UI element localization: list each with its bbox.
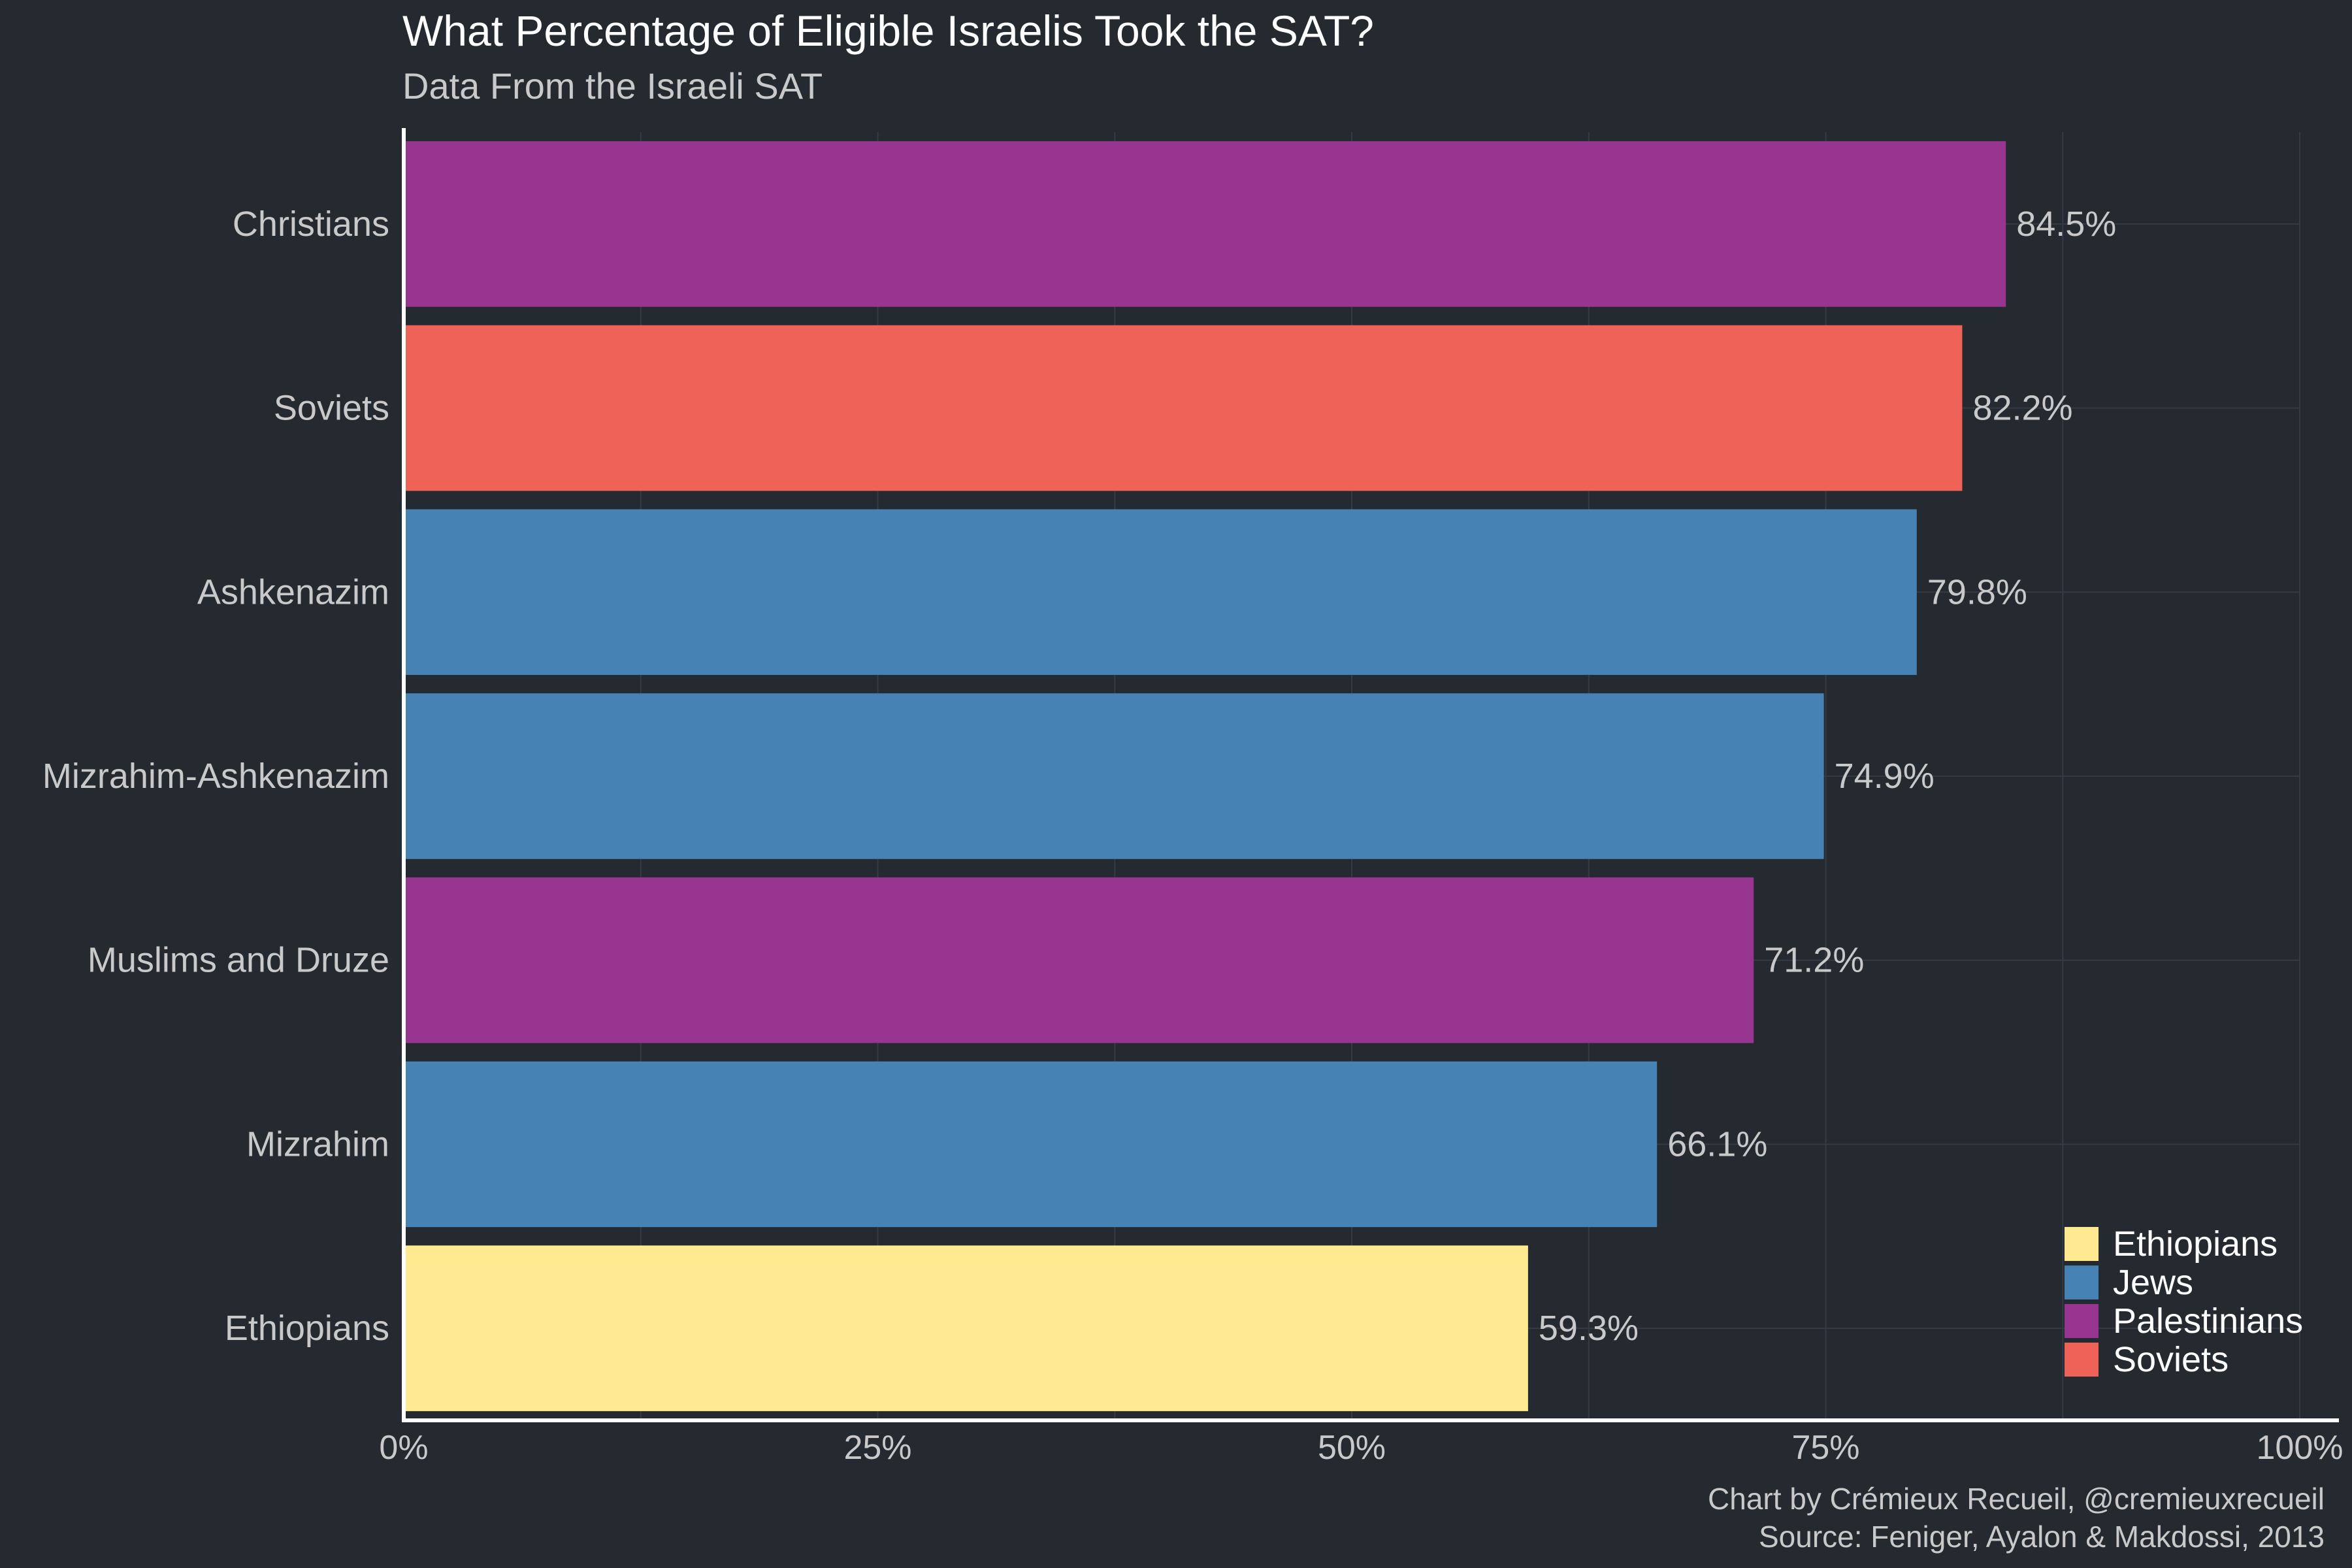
category-label: Muslims and Druze — [88, 941, 389, 980]
caption-credit: Chart by Crémieux Recueil, @cremieuxrecu… — [1707, 1482, 2325, 1516]
category-label: Mizrahim — [246, 1124, 389, 1164]
data-label: 66.1% — [1667, 1124, 1767, 1164]
legend-swatch — [2065, 1227, 2099, 1261]
category-label: Mizrahim-Ashkenazim — [42, 757, 389, 796]
legend-label: Palestinians — [2113, 1301, 2303, 1341]
caption-source: Source: Feniger, Ayalon & Makdossi, 2013 — [1758, 1520, 2325, 1554]
category-label: Ashkenazim — [197, 572, 389, 612]
x-tick-label: 100% — [2257, 1429, 2344, 1467]
chart-subtitle: Data From the Israeli SAT — [402, 65, 823, 106]
x-tick-label: 50% — [1318, 1429, 1386, 1467]
category-label: Ethiopians — [225, 1309, 389, 1348]
category-label: Christians — [233, 204, 389, 244]
bar-mizrahim — [404, 1061, 1658, 1228]
legend-swatch — [2065, 1343, 2099, 1377]
x-tick-label: 0% — [379, 1429, 428, 1467]
legend-label: Jews — [2113, 1263, 2193, 1302]
x-tick-label: 75% — [1791, 1429, 1859, 1467]
legend-label: Ethiopians — [2113, 1224, 2278, 1264]
category-label: Soviets — [274, 389, 389, 428]
legend-swatch — [2065, 1266, 2099, 1299]
bar-soviets — [404, 325, 1963, 491]
data-label: 74.9% — [1835, 757, 1935, 796]
bar-mizrahim-ashkenazim — [404, 693, 1824, 859]
data-label: 59.3% — [1539, 1309, 1639, 1348]
data-label: 79.8% — [1927, 572, 2027, 612]
bars — [404, 141, 2006, 1411]
bar-christians — [404, 141, 2006, 307]
data-label: 84.5% — [2016, 204, 2116, 244]
bar-ethiopians — [404, 1245, 1528, 1411]
legend-label: Soviets — [2113, 1340, 2229, 1379]
bar-muslims-and-druze — [404, 877, 1754, 1043]
bar-ashkenazim — [404, 509, 1917, 676]
chart-title: What Percentage of Eligible Israelis Too… — [402, 7, 1374, 55]
axes — [402, 128, 2339, 1422]
data-label: 82.2% — [1972, 389, 2072, 428]
data-label: 71.2% — [1764, 941, 1864, 980]
legend-swatch — [2065, 1304, 2099, 1338]
labels: Christians 84.5% Soviets 82.2% Ashkenazim 79.… — [42, 204, 2344, 1467]
x-tick-label: 25% — [843, 1429, 911, 1467]
